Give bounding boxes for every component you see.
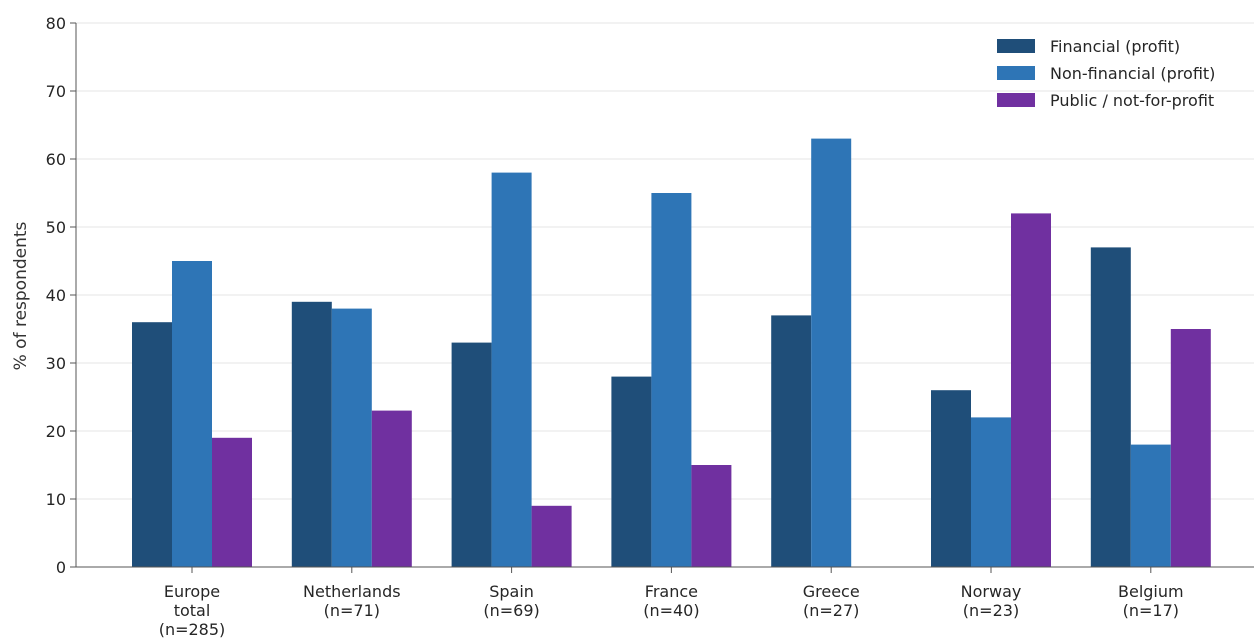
legend-swatch [997,39,1035,53]
y-axis-ticks: 0 10 20 30 40 50 60 70 80 [46,14,76,577]
bar [1130,444,1171,567]
bar [691,465,732,567]
bar [371,410,412,567]
legend-swatch [997,93,1035,107]
bar [491,172,532,567]
y-tick-label: 70 [46,82,66,101]
bar [1170,329,1211,567]
bar [331,308,372,567]
bar [811,138,852,567]
bar [771,315,812,567]
legend-swatch [997,66,1035,80]
x-tick-label: Netherlands (n=71) [303,582,401,620]
bars [132,138,1211,567]
y-tick-label: 80 [46,14,66,33]
y-tick-label: 0 [56,558,66,577]
bar [1090,247,1131,567]
bar [1011,213,1051,567]
y-tick-label: 50 [46,218,66,237]
bar [931,390,971,567]
y-tick-label: 40 [46,286,66,305]
bar [651,193,692,567]
y-tick-label: 10 [46,490,66,509]
legend: Financial (profit) Non-financial (profit)… [997,37,1215,110]
x-tick-label: Greece (n=27) [803,582,860,620]
legend-label: Financial (profit) [1050,37,1180,56]
legend-label: Public / not-for-profit [1050,91,1214,110]
x-tick-label: Belgium (n=17) [1118,582,1184,620]
x-axis-ticks: Europe total (n=285) Netherlands (n=71) Spain… [159,567,1184,639]
y-tick-label: 20 [46,422,66,441]
bar [212,437,252,567]
bar [291,301,332,567]
bar [531,505,572,567]
bar [611,376,652,567]
bar [451,342,492,567]
x-tick-label: Spain (n=69) [483,582,539,620]
y-tick-label: 30 [46,354,66,373]
bar [971,417,1011,567]
x-tick-label: Europe total (n=285) [159,582,226,639]
legend-label: Non-financial (profit) [1050,64,1215,83]
y-axis-label: % of respondents [11,221,31,370]
bar [172,261,212,567]
x-tick-label: Norway (n=23) [961,582,1022,620]
bar [132,322,172,567]
x-tick-label: France (n=40) [643,582,699,620]
y-tick-label: 60 [46,150,66,169]
